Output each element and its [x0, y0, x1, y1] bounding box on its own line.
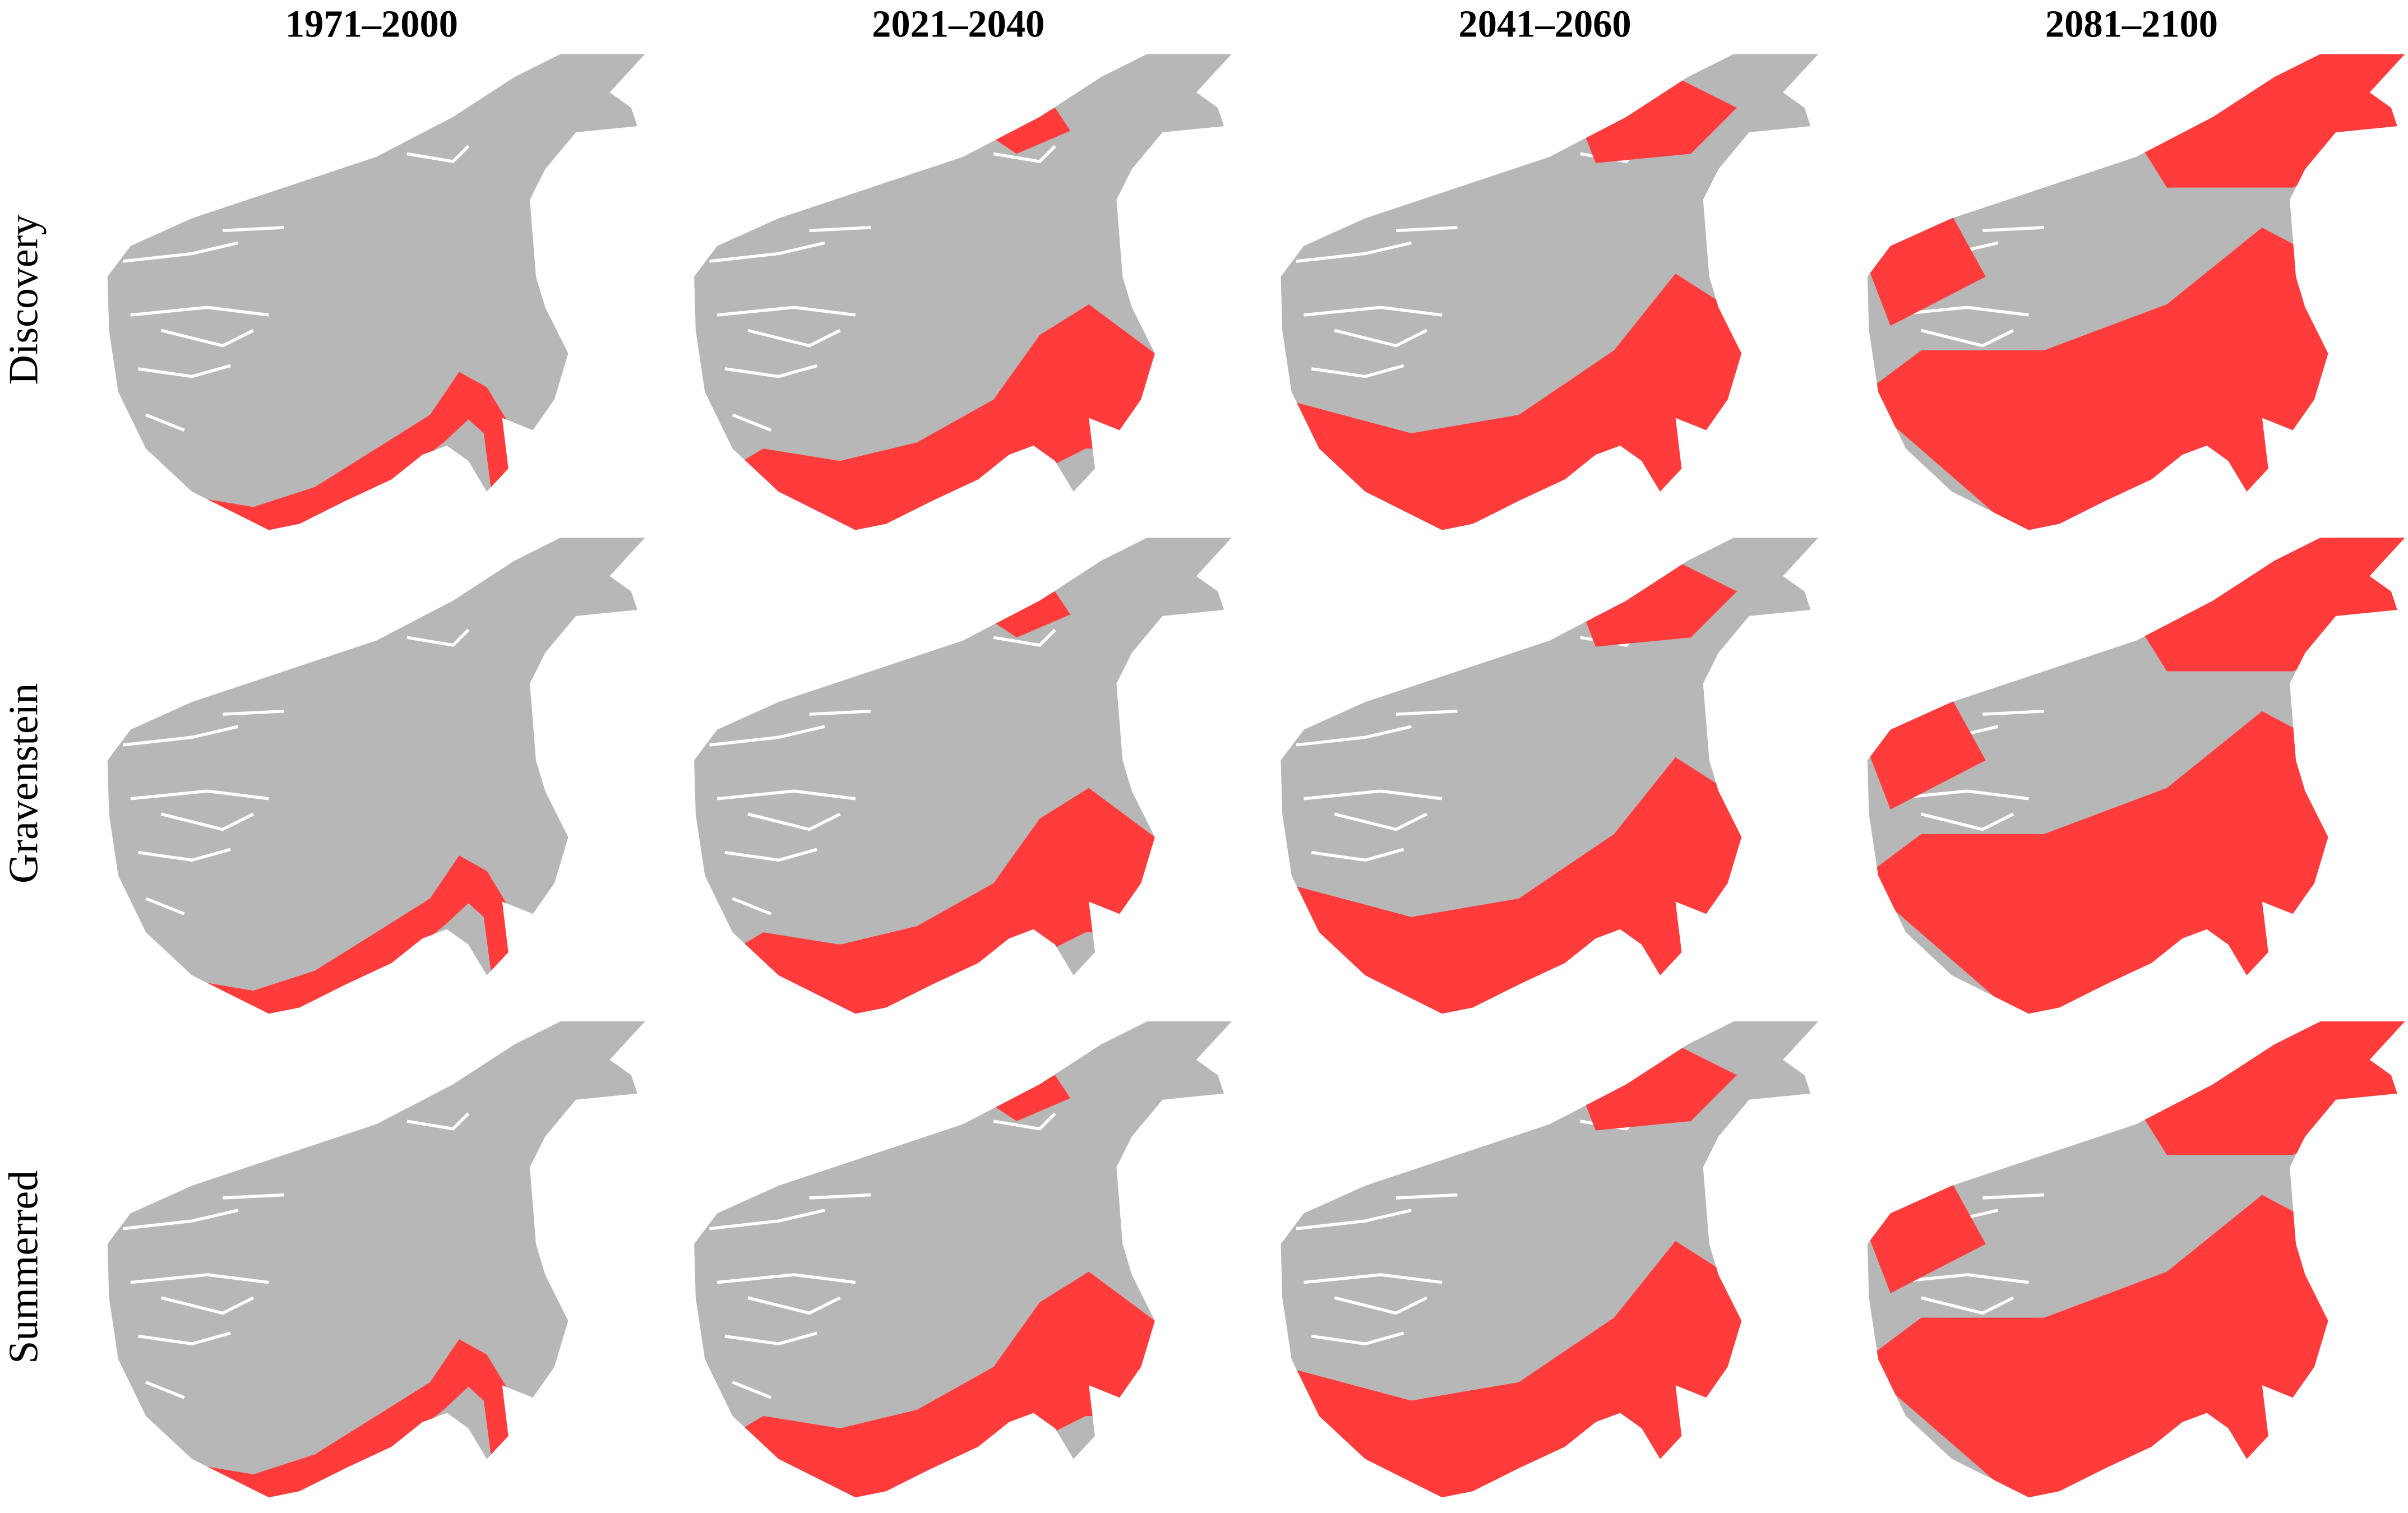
map — [1281, 538, 1819, 1014]
map — [694, 54, 1232, 530]
column-title: 2081–2100 — [2045, 2, 2218, 45]
map — [1867, 54, 2405, 530]
column-title: 1971–2000 — [285, 2, 458, 45]
map — [1281, 1021, 1819, 1498]
map — [107, 1021, 645, 1498]
row-label: Summerred — [0, 1170, 46, 1364]
row-label: Discovery — [0, 215, 46, 385]
maps — [107, 54, 2405, 1498]
row-label: Gravenstein — [0, 683, 46, 883]
map — [1867, 538, 2405, 1014]
map — [1867, 1021, 2405, 1498]
headers: 1971–2000 2021–2040 2041–2060 2081–2100 Disc… — [0, 2, 2218, 1363]
map — [694, 1021, 1232, 1498]
map — [694, 538, 1232, 1014]
map — [1281, 54, 1819, 530]
map — [107, 538, 645, 1014]
column-title: 2021–2040 — [872, 2, 1044, 45]
map — [107, 54, 645, 530]
column-title: 2041–2060 — [1459, 2, 1631, 45]
